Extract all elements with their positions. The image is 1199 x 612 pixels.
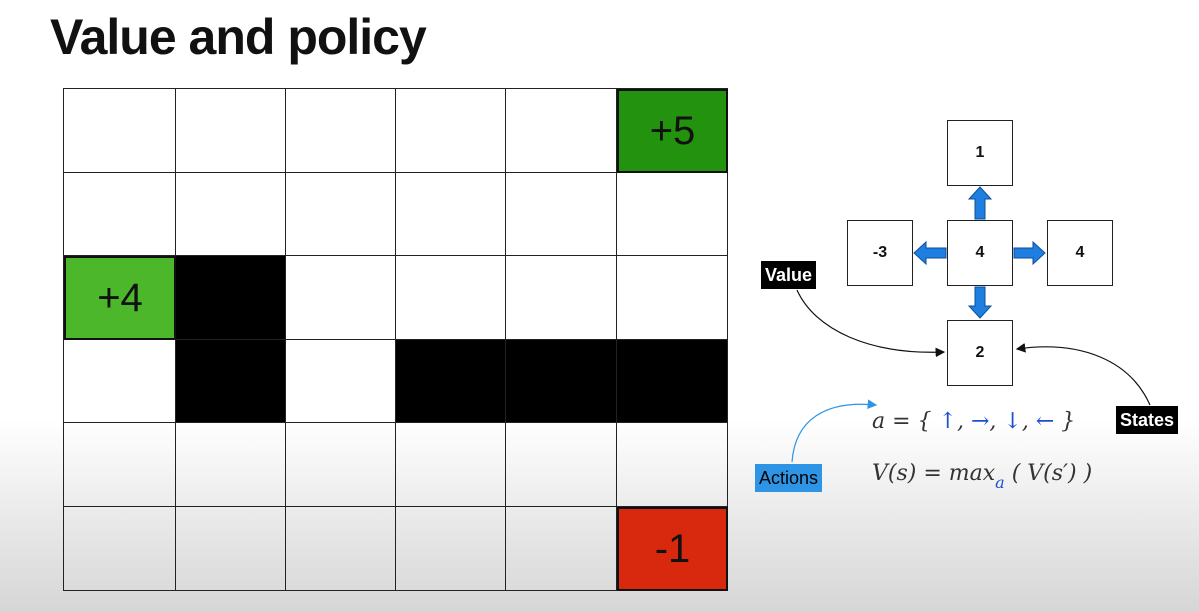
grid-cell: [617, 423, 728, 507]
comma: ,: [989, 409, 997, 434]
state-box-up: 1: [947, 120, 1013, 186]
grid-cell: [506, 256, 617, 340]
value-formula: V(s) = maxa ( V(s′) ): [872, 461, 1093, 492]
left-arrow-symbol: ←: [1035, 409, 1055, 434]
states-tag: States: [1116, 406, 1179, 434]
formula-close: }: [1061, 409, 1076, 434]
down-arrow-symbol: ↓: [1003, 409, 1022, 434]
actions-pointer-curve: [791, 399, 878, 463]
value-formula-rhs: ( V(s′) ): [1011, 461, 1093, 486]
grid-cell: [176, 89, 286, 173]
comma: ,: [1021, 409, 1029, 434]
grid-cell: [64, 340, 176, 423]
grid-cell: [506, 507, 617, 591]
grid-cell: [617, 173, 728, 256]
grid-cell: [286, 89, 396, 173]
grid-cell: [396, 423, 506, 507]
grid-cell: [506, 173, 617, 256]
state-box-left: -3: [847, 220, 913, 286]
grid-cell: [176, 507, 286, 591]
state-box-right: 4: [1047, 220, 1113, 286]
reward-cell-plus5: +5: [617, 89, 728, 173]
action-arrow-left: [913, 240, 947, 266]
grid-cell: [506, 423, 617, 507]
grid-cell: [286, 173, 396, 256]
grid-cell: [64, 507, 176, 591]
formula-lhs: a = {: [872, 409, 932, 434]
grid-cell: [396, 507, 506, 591]
page-title: Value and policy: [50, 9, 427, 65]
reward-cell-minus1: -1: [617, 507, 728, 591]
action-arrow-right: [1013, 240, 1046, 266]
grid-cell: [286, 507, 396, 591]
grid-cell: [64, 173, 176, 256]
grid-cell: [617, 256, 728, 340]
value-formula-subscript: a: [995, 473, 1005, 492]
value-formula-lhs: V(s) = max: [872, 461, 996, 486]
comma: ,: [956, 409, 964, 434]
wall-cell: [617, 340, 728, 423]
actions-formula: a = { ↑, →, ↓, ← }: [872, 409, 1075, 434]
grid-cell: [286, 340, 396, 423]
states-pointer-curve: [1015, 343, 1151, 406]
grid-cell: [396, 173, 506, 256]
wall-cell: [176, 340, 286, 423]
grid-cell: [396, 89, 506, 173]
right-arrow-symbol: →: [970, 409, 990, 434]
state-box-down: 2: [947, 320, 1013, 386]
action-arrow-up: [967, 186, 993, 220]
grid-cell: [176, 423, 286, 507]
grid-cell: [506, 89, 617, 173]
wall-cell: [176, 256, 286, 340]
grid-cell: [286, 256, 396, 340]
grid-cell: [286, 423, 396, 507]
grid-cell: [396, 256, 506, 340]
up-arrow-symbol: ↑: [938, 409, 957, 434]
value-pointer-curve: [796, 289, 946, 358]
action-arrow-down: [967, 286, 993, 319]
value-tag: Value: [761, 261, 817, 289]
state-box-center: 4: [947, 220, 1013, 286]
reward-cell-plus4: +4: [64, 256, 176, 340]
wall-cell: [396, 340, 506, 423]
grid-cell: [64, 89, 176, 173]
grid-cell: [176, 173, 286, 256]
grid-cell: [64, 423, 176, 507]
actions-tag: Actions: [755, 464, 823, 492]
gridworld: +5 +4 -1: [63, 88, 728, 591]
wall-cell: [506, 340, 617, 423]
